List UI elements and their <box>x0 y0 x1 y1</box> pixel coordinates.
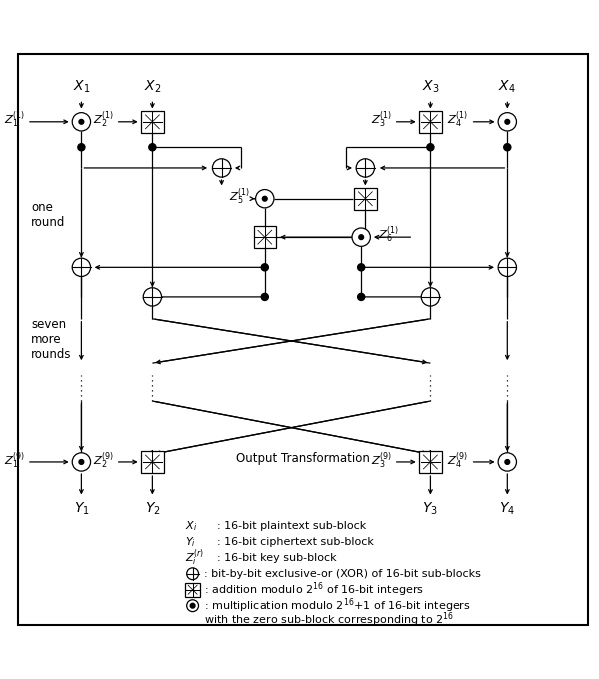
Bar <box>141 451 164 473</box>
Text: $Z_6^{(1)}$: $Z_6^{(1)}$ <box>378 224 399 245</box>
Circle shape <box>504 144 511 151</box>
Circle shape <box>498 258 516 276</box>
Circle shape <box>359 235 364 240</box>
Circle shape <box>498 453 516 471</box>
Text: $Z_4^{(9)}$: $Z_4^{(9)}$ <box>447 449 469 471</box>
Text: Output Transformation: Output Transformation <box>236 452 370 466</box>
Bar <box>419 451 441 473</box>
Circle shape <box>427 144 434 151</box>
Text: with the zero sub-block corresponding to $2^{16}$: with the zero sub-block corresponding to… <box>204 610 455 629</box>
Text: seven
more
rounds: seven more rounds <box>31 318 72 361</box>
Circle shape <box>149 144 156 151</box>
Text: $Z_i^{(r)}$: $Z_i^{(r)}$ <box>185 547 204 568</box>
Circle shape <box>356 159 374 177</box>
Text: $Y_i$: $Y_i$ <box>185 535 196 549</box>
Circle shape <box>261 263 268 271</box>
Text: $Z_1^{(1)}$: $Z_1^{(1)}$ <box>4 109 25 130</box>
Text: : multiplication modulo $2^{16}$+1 of 16-bit integers: : multiplication modulo $2^{16}$+1 of 16… <box>204 596 471 615</box>
Bar <box>419 111 441 133</box>
Circle shape <box>79 120 84 124</box>
Text: : bit-by-bit exclusive-or (XOR) of 16-bit sub-blocks: : bit-by-bit exclusive-or (XOR) of 16-bi… <box>204 569 482 579</box>
Text: $Z_2^{(1)}$: $Z_2^{(1)}$ <box>93 109 114 130</box>
Text: $Y_4$: $Y_4$ <box>500 501 515 517</box>
Circle shape <box>505 460 510 464</box>
Bar <box>141 111 164 133</box>
Text: : addition modulo $2^{16}$ of 16-bit integers: : addition modulo $2^{16}$ of 16-bit int… <box>204 581 424 599</box>
Bar <box>354 187 377 210</box>
Text: : 16-bit key sub-block: : 16-bit key sub-block <box>217 553 337 563</box>
Text: $Y_1$: $Y_1$ <box>74 501 89 517</box>
Circle shape <box>498 113 516 131</box>
Circle shape <box>358 293 365 301</box>
Circle shape <box>421 288 440 306</box>
Circle shape <box>213 159 231 177</box>
Circle shape <box>262 196 267 201</box>
Circle shape <box>505 120 510 124</box>
Text: : 16-bit plaintext sub-block: : 16-bit plaintext sub-block <box>217 521 367 531</box>
Text: $Z_4^{(1)}$: $Z_4^{(1)}$ <box>447 109 469 130</box>
Circle shape <box>190 604 195 608</box>
Text: $X_1$: $X_1$ <box>72 78 90 94</box>
Circle shape <box>143 288 162 306</box>
Text: : 16-bit ciphertext sub-block: : 16-bit ciphertext sub-block <box>217 537 374 547</box>
Text: $Z_1^{(9)}$: $Z_1^{(9)}$ <box>4 449 25 471</box>
Bar <box>185 583 200 597</box>
Circle shape <box>72 258 90 276</box>
Text: $X_i$: $X_i$ <box>185 519 197 533</box>
Circle shape <box>187 600 198 612</box>
Circle shape <box>352 228 370 246</box>
Text: $Z_2^{(9)}$: $Z_2^{(9)}$ <box>93 449 114 471</box>
Circle shape <box>261 293 268 301</box>
Text: $Y_3$: $Y_3$ <box>422 501 438 517</box>
Text: one
round: one round <box>31 201 65 230</box>
Circle shape <box>256 189 274 208</box>
Text: $Z_3^{(9)}$: $Z_3^{(9)}$ <box>371 449 392 471</box>
Bar <box>253 226 276 249</box>
Text: $Y_2$: $Y_2$ <box>144 501 160 517</box>
FancyBboxPatch shape <box>18 54 588 625</box>
Text: $Z_5^{(1)}$: $Z_5^{(1)}$ <box>229 186 250 207</box>
Text: $Z_3^{(1)}$: $Z_3^{(1)}$ <box>371 109 392 130</box>
Circle shape <box>79 460 84 464</box>
Text: $X_2$: $X_2$ <box>144 78 161 94</box>
Text: $X_4$: $X_4$ <box>498 78 516 94</box>
Circle shape <box>78 144 85 151</box>
Circle shape <box>72 113 90 131</box>
Circle shape <box>72 453 90 471</box>
Circle shape <box>358 263 365 271</box>
Circle shape <box>187 568 198 580</box>
Text: $X_3$: $X_3$ <box>422 78 439 94</box>
